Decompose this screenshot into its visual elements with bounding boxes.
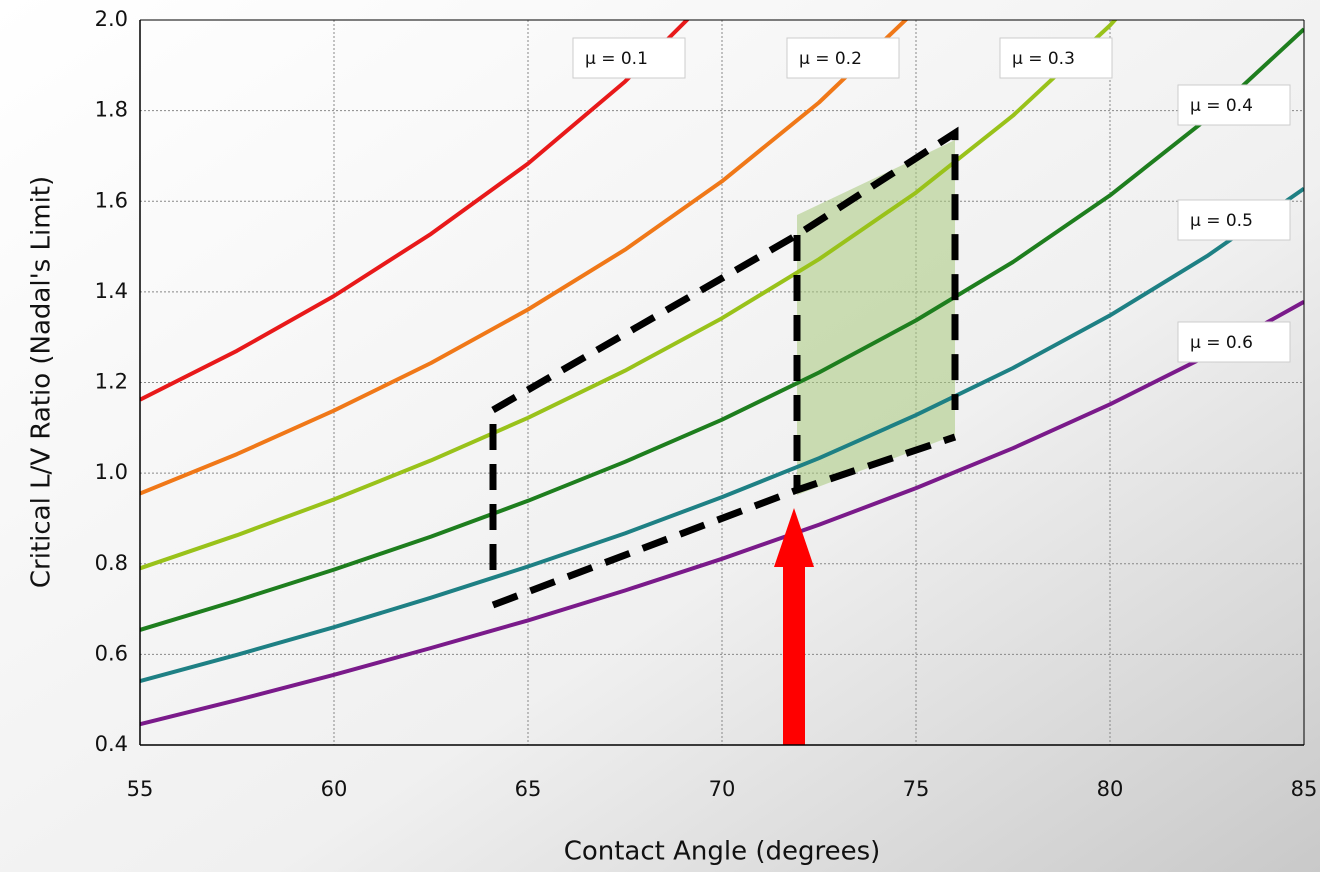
legend-item: μ = 0.4 bbox=[1178, 85, 1290, 125]
y-tick-label: 0.6 bbox=[95, 641, 128, 665]
x-tick-label: 60 bbox=[321, 777, 348, 801]
y-tick-label: 1.2 bbox=[95, 370, 128, 394]
y-axis-title: Critical L/V Ratio (Nadal's Limit) bbox=[27, 176, 57, 588]
x-tick-label: 85 bbox=[1291, 777, 1318, 801]
x-tick-label: 80 bbox=[1097, 777, 1124, 801]
y-tick-label: 0.8 bbox=[95, 551, 128, 575]
y-tick-label: 1.8 bbox=[95, 98, 128, 122]
legend-label: μ = 0.5 bbox=[1190, 211, 1253, 231]
legend-item: μ = 0.3 bbox=[1000, 38, 1112, 78]
x-tick-label: 70 bbox=[709, 777, 736, 801]
legend-item: μ = 0.2 bbox=[787, 38, 899, 78]
legend-item: μ = 0.1 bbox=[573, 38, 685, 78]
y-tick-label: 1.0 bbox=[95, 460, 128, 484]
y-tick-label: 0.4 bbox=[95, 732, 128, 756]
background bbox=[0, 0, 1320, 872]
arrow-shaft bbox=[783, 565, 805, 745]
x-axis-title: Contact Angle (degrees) bbox=[564, 837, 881, 867]
legend-label: μ = 0.2 bbox=[799, 49, 862, 69]
legend-label: μ = 0.6 bbox=[1190, 333, 1253, 353]
x-tick-label: 75 bbox=[903, 777, 930, 801]
y-tick-label: 1.6 bbox=[95, 188, 128, 212]
chart: 0.4 0.6 0.8 1.0 1.2 1.4 1.6 1.8 2.0 55 60 65 70 75 80 8… bbox=[0, 0, 1320, 872]
x-tick-label: 65 bbox=[515, 777, 542, 801]
legend-label: μ = 0.1 bbox=[585, 49, 648, 69]
y-tick-label: 2.0 bbox=[95, 7, 128, 31]
y-tick-label: 1.4 bbox=[95, 279, 128, 303]
legend-label: μ = 0.3 bbox=[1012, 49, 1075, 69]
legend-item: μ = 0.5 bbox=[1178, 200, 1290, 240]
legend-label: μ = 0.4 bbox=[1190, 96, 1253, 116]
legend-item: μ = 0.6 bbox=[1178, 322, 1290, 362]
x-tick-label: 55 bbox=[127, 777, 154, 801]
